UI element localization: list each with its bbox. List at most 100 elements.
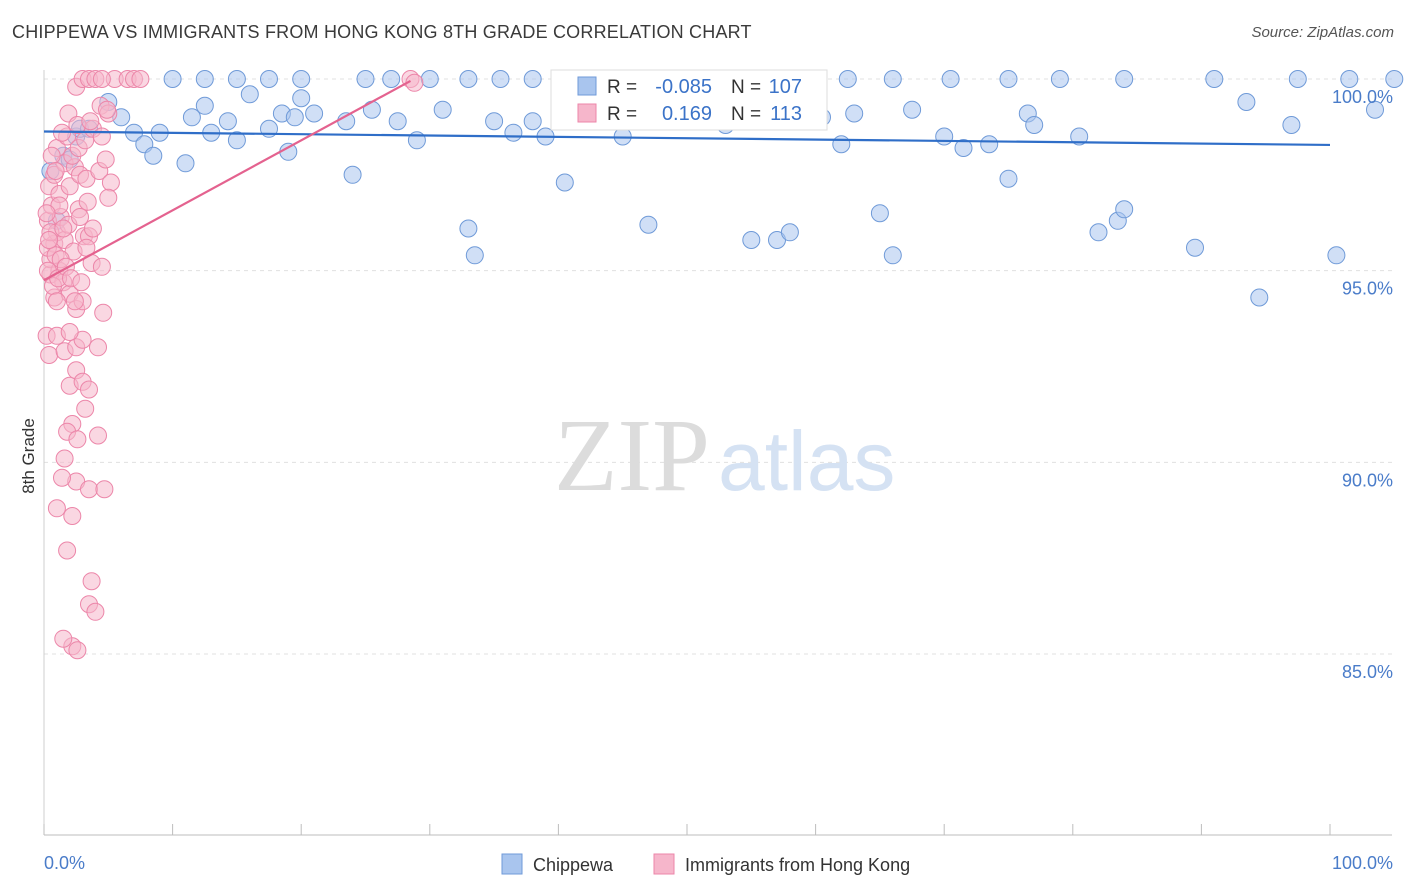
hongkong-point xyxy=(68,641,87,660)
hongkong-point xyxy=(76,399,95,418)
watermark-zip: ZIP xyxy=(554,398,710,513)
chippewa-point xyxy=(1327,246,1346,265)
hongkong-point xyxy=(54,219,73,238)
hongkong-point xyxy=(92,127,111,146)
hongkong-point xyxy=(60,323,79,341)
chippewa-point xyxy=(1025,116,1044,134)
x-tick-label-min: 0.0% xyxy=(44,853,85,873)
y-tick-label: 100.0% xyxy=(1332,87,1393,107)
legend: Chippewa Immigrants from Hong Kong xyxy=(501,853,910,875)
hongkong-point xyxy=(86,602,105,621)
chippewa-point xyxy=(832,135,851,154)
chippewa-point xyxy=(388,112,407,131)
hongkong-point xyxy=(65,292,84,311)
chippewa-point xyxy=(176,154,195,173)
gridlines xyxy=(44,78,1392,655)
chippewa-point xyxy=(1115,70,1134,88)
legend-label-chippewa: Chippewa xyxy=(533,855,614,875)
hongkong-point xyxy=(131,70,150,88)
stats-n-value-hongkong: 113 xyxy=(770,103,802,125)
chippewa-point xyxy=(292,70,311,88)
chippewa-point xyxy=(195,96,214,115)
y-tick-label: 90.0% xyxy=(1342,470,1393,490)
hongkong-point xyxy=(96,150,115,169)
stats-r-value-hongkong: 0.169 xyxy=(662,103,712,125)
chippewa-point xyxy=(523,112,542,131)
x-ticks xyxy=(43,824,1331,835)
chippewa-point xyxy=(523,70,542,88)
chippewa-point xyxy=(1250,288,1269,307)
chippewa-point xyxy=(780,223,799,242)
stats-box-frame xyxy=(550,69,828,131)
stats-r-label-hongkong: R = xyxy=(607,104,637,125)
legend-swatch-chippewa xyxy=(501,853,523,875)
trend-line-hongkong xyxy=(43,79,412,282)
chippewa-point xyxy=(555,173,574,192)
chippewa-point xyxy=(1186,238,1204,257)
hongkong-point xyxy=(94,303,113,322)
hongkong-point xyxy=(80,380,98,399)
x-tick-label-max: 100.0% xyxy=(1332,853,1393,873)
chippewa-point xyxy=(491,70,510,88)
chippewa-point xyxy=(845,104,864,123)
legend-label-hongkong: Immigrants from Hong Kong xyxy=(685,855,910,875)
chippewa-point xyxy=(195,70,214,88)
chippewa-point xyxy=(742,231,761,249)
chippewa-point xyxy=(838,70,857,88)
chippewa-point xyxy=(903,100,922,119)
chippewa-point xyxy=(343,165,362,184)
source-label: Source: ZipAtlas.com xyxy=(1251,24,1394,41)
hongkong-point xyxy=(71,208,89,226)
chippewa-point xyxy=(935,127,954,146)
hongkong-point xyxy=(101,173,120,192)
chippewa-point xyxy=(639,215,658,234)
hongkong-point xyxy=(68,430,87,449)
chippewa-point xyxy=(883,246,902,265)
chippewa-point xyxy=(1385,70,1404,88)
chippewa-point xyxy=(459,70,478,88)
stats-r-label-chippewa: R = xyxy=(607,77,637,98)
chippewa-point xyxy=(465,246,484,265)
legend-swatch-hongkong xyxy=(653,853,675,875)
chippewa-point xyxy=(941,70,960,88)
chippewa-point xyxy=(163,70,182,88)
chippewa-point xyxy=(292,89,311,108)
hongkong-point xyxy=(92,257,111,276)
chippewa-point xyxy=(1340,70,1359,88)
chippewa-point xyxy=(870,204,889,223)
hongkong-point xyxy=(95,480,114,499)
chippewa-point xyxy=(999,169,1018,188)
chippewa-point xyxy=(227,70,246,88)
watermark-atlas: atlas xyxy=(718,414,895,508)
chippewa-point xyxy=(504,123,523,142)
trend-line-chippewa xyxy=(43,130,1331,147)
hongkong-point xyxy=(81,112,100,131)
stats-n-value-chippewa: 107 xyxy=(769,76,802,98)
hongkong-point xyxy=(40,346,59,364)
stats-n-label-hongkong: N = xyxy=(731,104,761,125)
hongkong-point xyxy=(89,426,107,445)
stats-swatch-chippewa xyxy=(577,76,597,96)
chippewa-point xyxy=(1366,100,1384,119)
hongkong-point xyxy=(63,507,82,525)
chippewa-point xyxy=(980,135,999,154)
stats-r-value-chippewa: -0.085 xyxy=(655,76,712,98)
hongkong-point xyxy=(37,204,56,223)
axes xyxy=(43,70,1392,836)
stats-n-label-chippewa: N = xyxy=(731,77,761,98)
hongkong-point xyxy=(40,231,59,249)
y-tick-labels: 100.0% 95.0% 90.0% 85.0% xyxy=(1332,87,1393,682)
chippewa-point xyxy=(459,219,478,238)
hongkong-point xyxy=(82,572,101,591)
chart-title: CHIPPEWA VS IMMIGRANTS FROM HONG KONG 8T… xyxy=(12,22,752,42)
y-tick-label: 85.0% xyxy=(1342,662,1393,682)
chippewa-point xyxy=(1237,93,1256,111)
chippewa-point xyxy=(883,70,902,88)
chippewa-point xyxy=(485,112,504,131)
chippewa-point xyxy=(260,70,278,88)
hongkong-point xyxy=(46,162,65,180)
series-hongkong-points xyxy=(37,70,424,660)
chippewa-point xyxy=(1282,116,1301,134)
chippewa-point xyxy=(999,70,1018,88)
